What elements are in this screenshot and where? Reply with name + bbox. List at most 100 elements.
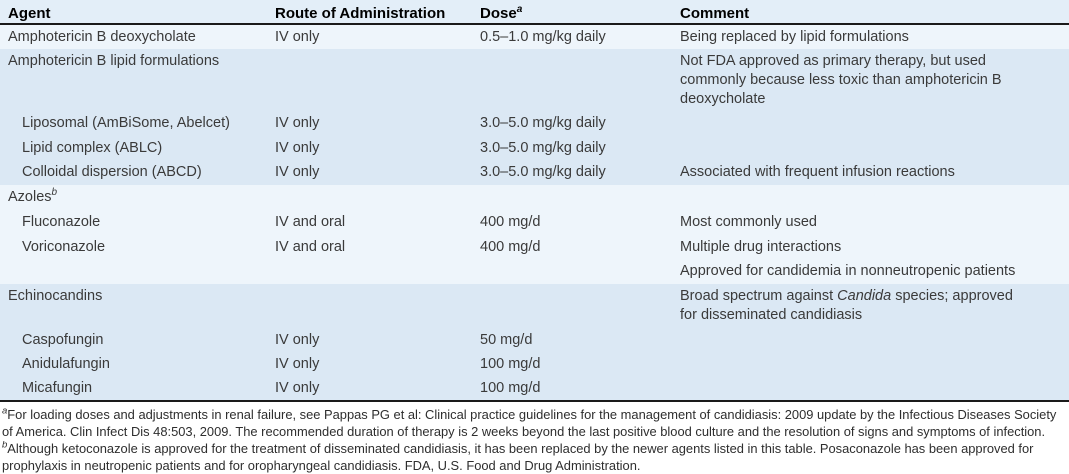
comment-cell: Not FDA approved as primary therapy, but… [680,49,1043,111]
table-row: Amphotericin B lipid formulations Not FD… [0,49,1069,111]
route-cell [275,185,480,210]
agent-cell: Voriconazole [0,235,275,259]
table-row: Caspofungin IV only 50 mg/d [0,328,1069,352]
comment-cell: Multiple drug interactions [680,235,1043,259]
dose-cell: 400 mg/d [480,239,541,255]
table-row: Fluconazole IV and oral 400 mg/d Most co… [0,210,1069,235]
comment-cell [680,352,1043,376]
comment-cell [680,185,1043,210]
column-header-dose-sup: a [516,4,523,15]
agent-name: Echinocandins [8,288,103,304]
agent-name: Liposomal (AmBiSome, Abelcet) [22,115,230,131]
table-row: Voriconazole IV and oral 400 mg/d Multip… [0,235,1069,259]
agent-name: Micafungin [22,380,93,396]
table-row: Approved for candidemia in nonneutropeni… [0,259,1069,284]
dose-cell: 100 mg/d [480,356,541,372]
table-header-row: Agent Route of Administration Dosea Comm… [0,0,1069,25]
comment-italic-text: Candida [837,288,892,304]
comment-text: Being replaced by lipid formulations [680,29,909,45]
route-cell: IV only [275,356,320,372]
dose-cell [480,259,680,284]
agent-cell: Micafungin [0,376,275,400]
agent-cell: Colloidal dispersion (ABCD) [0,160,275,185]
comment-text: Multiple drug interactions [680,239,842,255]
agent-cell: Fluconazole [0,210,275,235]
agent-name: Voriconazole [22,239,106,255]
agent-name: Amphotericin B deoxycholate [8,29,196,45]
dose-cell [480,49,680,111]
dose-cell: 3.0–5.0 mg/kg daily [480,140,606,156]
comment-text: Most commonly used [680,214,817,230]
table-footnotes: aFor loading doses and adjustments in re… [0,402,1069,474]
route-cell [275,284,480,328]
agent-cell: Anidulafungin [0,352,275,376]
agent-name: Colloidal dispersion (ABCD) [22,164,202,180]
comment-cell [680,376,1043,400]
agent-cell: Azolesb [0,185,275,210]
column-header-route: Route of Administration [275,0,480,24]
table-body: Amphotericin B deoxycholate IV only 0.5–… [0,25,1069,402]
comment-cell: Approved for candidemia in nonneutropeni… [680,259,1043,284]
agent-cell: Amphotericin B deoxycholate [0,25,275,49]
agent-name: Lipid complex (ABLC) [22,140,163,156]
route-cell: IV and oral [275,239,346,255]
agent-cell: Lipid complex (ABLC) [0,136,275,160]
comment-text: Broad spectrum against [680,288,838,304]
column-header-comment-label: Comment [680,5,750,22]
dose-cell: 50 mg/d [480,332,533,348]
column-header-agent: Agent [0,0,275,24]
footnote-text: For loading doses and adjustments in ren… [2,407,1057,439]
agent-name: Fluconazole [22,214,101,230]
comment-cell [680,328,1043,352]
agent-cell: Liposomal (AmBiSome, Abelcet) [0,111,275,136]
agent-cell: Amphotericin B lipid formulations [0,49,275,111]
comment-cell: Most commonly used [680,210,1043,235]
dose-cell: 3.0–5.0 mg/kg daily [480,164,606,180]
comment-text: Approved for candidemia in nonneutropeni… [680,263,1016,279]
comment-cell: Being replaced by lipid formulations [680,25,1043,49]
footnote-text: Although ketoconazole is approved for th… [2,441,1034,473]
route-cell: IV only [275,115,320,131]
comment-cell [680,111,1043,136]
footnote-superscript: b [2,439,8,451]
column-header-dose: Dosea [480,0,680,24]
comment-cell: Broad spectrum against Candida species; … [680,284,1043,328]
footnote-superscript: a [2,405,8,417]
comment-cell: Associated with frequent infusion reacti… [680,160,1043,185]
table-row: Amphotericin B deoxycholate IV only 0.5–… [0,25,1069,49]
comment-text: Associated with frequent infusion reacti… [680,164,955,180]
agent-name: Azoles [8,189,52,205]
column-header-dose-label: Dose [480,5,517,22]
comment-cell [680,136,1043,160]
dose-cell: 400 mg/d [480,214,541,230]
route-cell: IV only [275,332,320,348]
table-row: Echinocandins Broad spectrum against Can… [0,284,1069,328]
agent-cell [0,259,275,284]
route-cell [275,259,480,284]
dose-cell: 100 mg/d [480,380,541,396]
table-row: Azolesb [0,185,1069,210]
dose-cell: 0.5–1.0 mg/kg daily [480,29,606,45]
dose-cell [480,185,680,210]
table-row: Micafungin IV only 100 mg/d [0,376,1069,400]
agent-superscript: b [51,187,58,199]
column-header-comment: Comment [680,0,1069,24]
table-row: Anidulafungin IV only 100 mg/d [0,352,1069,376]
table-row: Lipid complex (ABLC) IV only 3.0–5.0 mg/… [0,136,1069,160]
agent-cell: Caspofungin [0,328,275,352]
comment-text: Not FDA approved as primary therapy, but… [680,53,1002,107]
table-row: Liposomal (AmBiSome, Abelcet) IV only 3.… [0,111,1069,136]
route-cell [275,49,480,111]
route-cell: IV only [275,140,320,156]
agent-cell: Echinocandins [0,284,275,328]
route-cell: IV and oral [275,214,346,230]
column-header-agent-label: Agent [8,5,51,22]
route-cell: IV only [275,380,320,396]
agent-name: Caspofungin [22,332,104,348]
comment-text-after-italic: species; approved for disseminated candi… [680,288,1013,323]
route-cell: IV only [275,164,320,180]
dose-cell [480,284,680,328]
agent-name: Amphotericin B lipid formulations [8,53,220,69]
column-header-route-label: Route of Administration [275,5,446,22]
